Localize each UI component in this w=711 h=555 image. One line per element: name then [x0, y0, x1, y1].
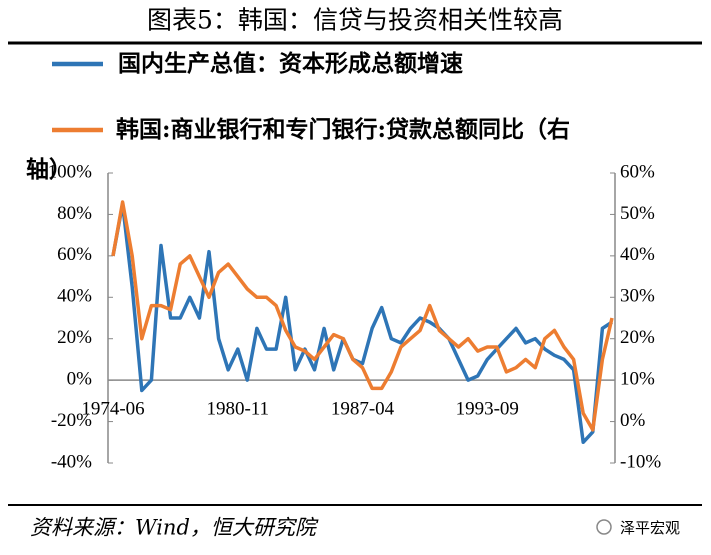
y-tick-label: -20%: [51, 410, 92, 431]
y2-tick-label: -10%: [620, 451, 661, 472]
legend-label: 韩国:商业银行和专门银行:贷款总额同比（右轴）: [26, 116, 570, 183]
y-tick-label: -40%: [51, 451, 92, 472]
y2-tick-label: 40%: [620, 244, 655, 265]
watermark-icon: [596, 519, 612, 535]
y2-tick-label: 0%: [620, 410, 646, 431]
watermark: 泽平宏观: [620, 519, 680, 537]
x-tick-label: 1974-06: [81, 399, 144, 420]
series-line: [111, 200, 614, 432]
legend-label: 国内生产总值：资本形成总额增速: [118, 50, 463, 77]
y2-tick-label: 50%: [620, 203, 655, 224]
y-tick-label: 60%: [57, 244, 92, 265]
y2-tick-label: 10%: [620, 369, 655, 390]
y-tick-label: 0%: [67, 369, 93, 390]
y2-tick-label: 30%: [620, 286, 655, 307]
y-tick-label: 40%: [57, 286, 92, 307]
y2-tick-label: 20%: [620, 327, 655, 348]
x-tick-label: 1993-09: [456, 399, 519, 420]
x-tick-label: 1987-04: [331, 399, 395, 420]
y-tick-label: 80%: [57, 203, 92, 224]
y-tick-label: 100%: [48, 161, 93, 182]
source-note: 资料来源：Wind，恒大研究院: [30, 516, 319, 540]
y2-tick-label: 60%: [620, 161, 655, 182]
series-line: [111, 202, 613, 445]
y-tick-label: 20%: [57, 327, 92, 348]
x-tick-label: 1980-11: [206, 399, 269, 420]
chart-title: 图表5：韩国：信贷与投资相关性较高: [147, 6, 563, 35]
